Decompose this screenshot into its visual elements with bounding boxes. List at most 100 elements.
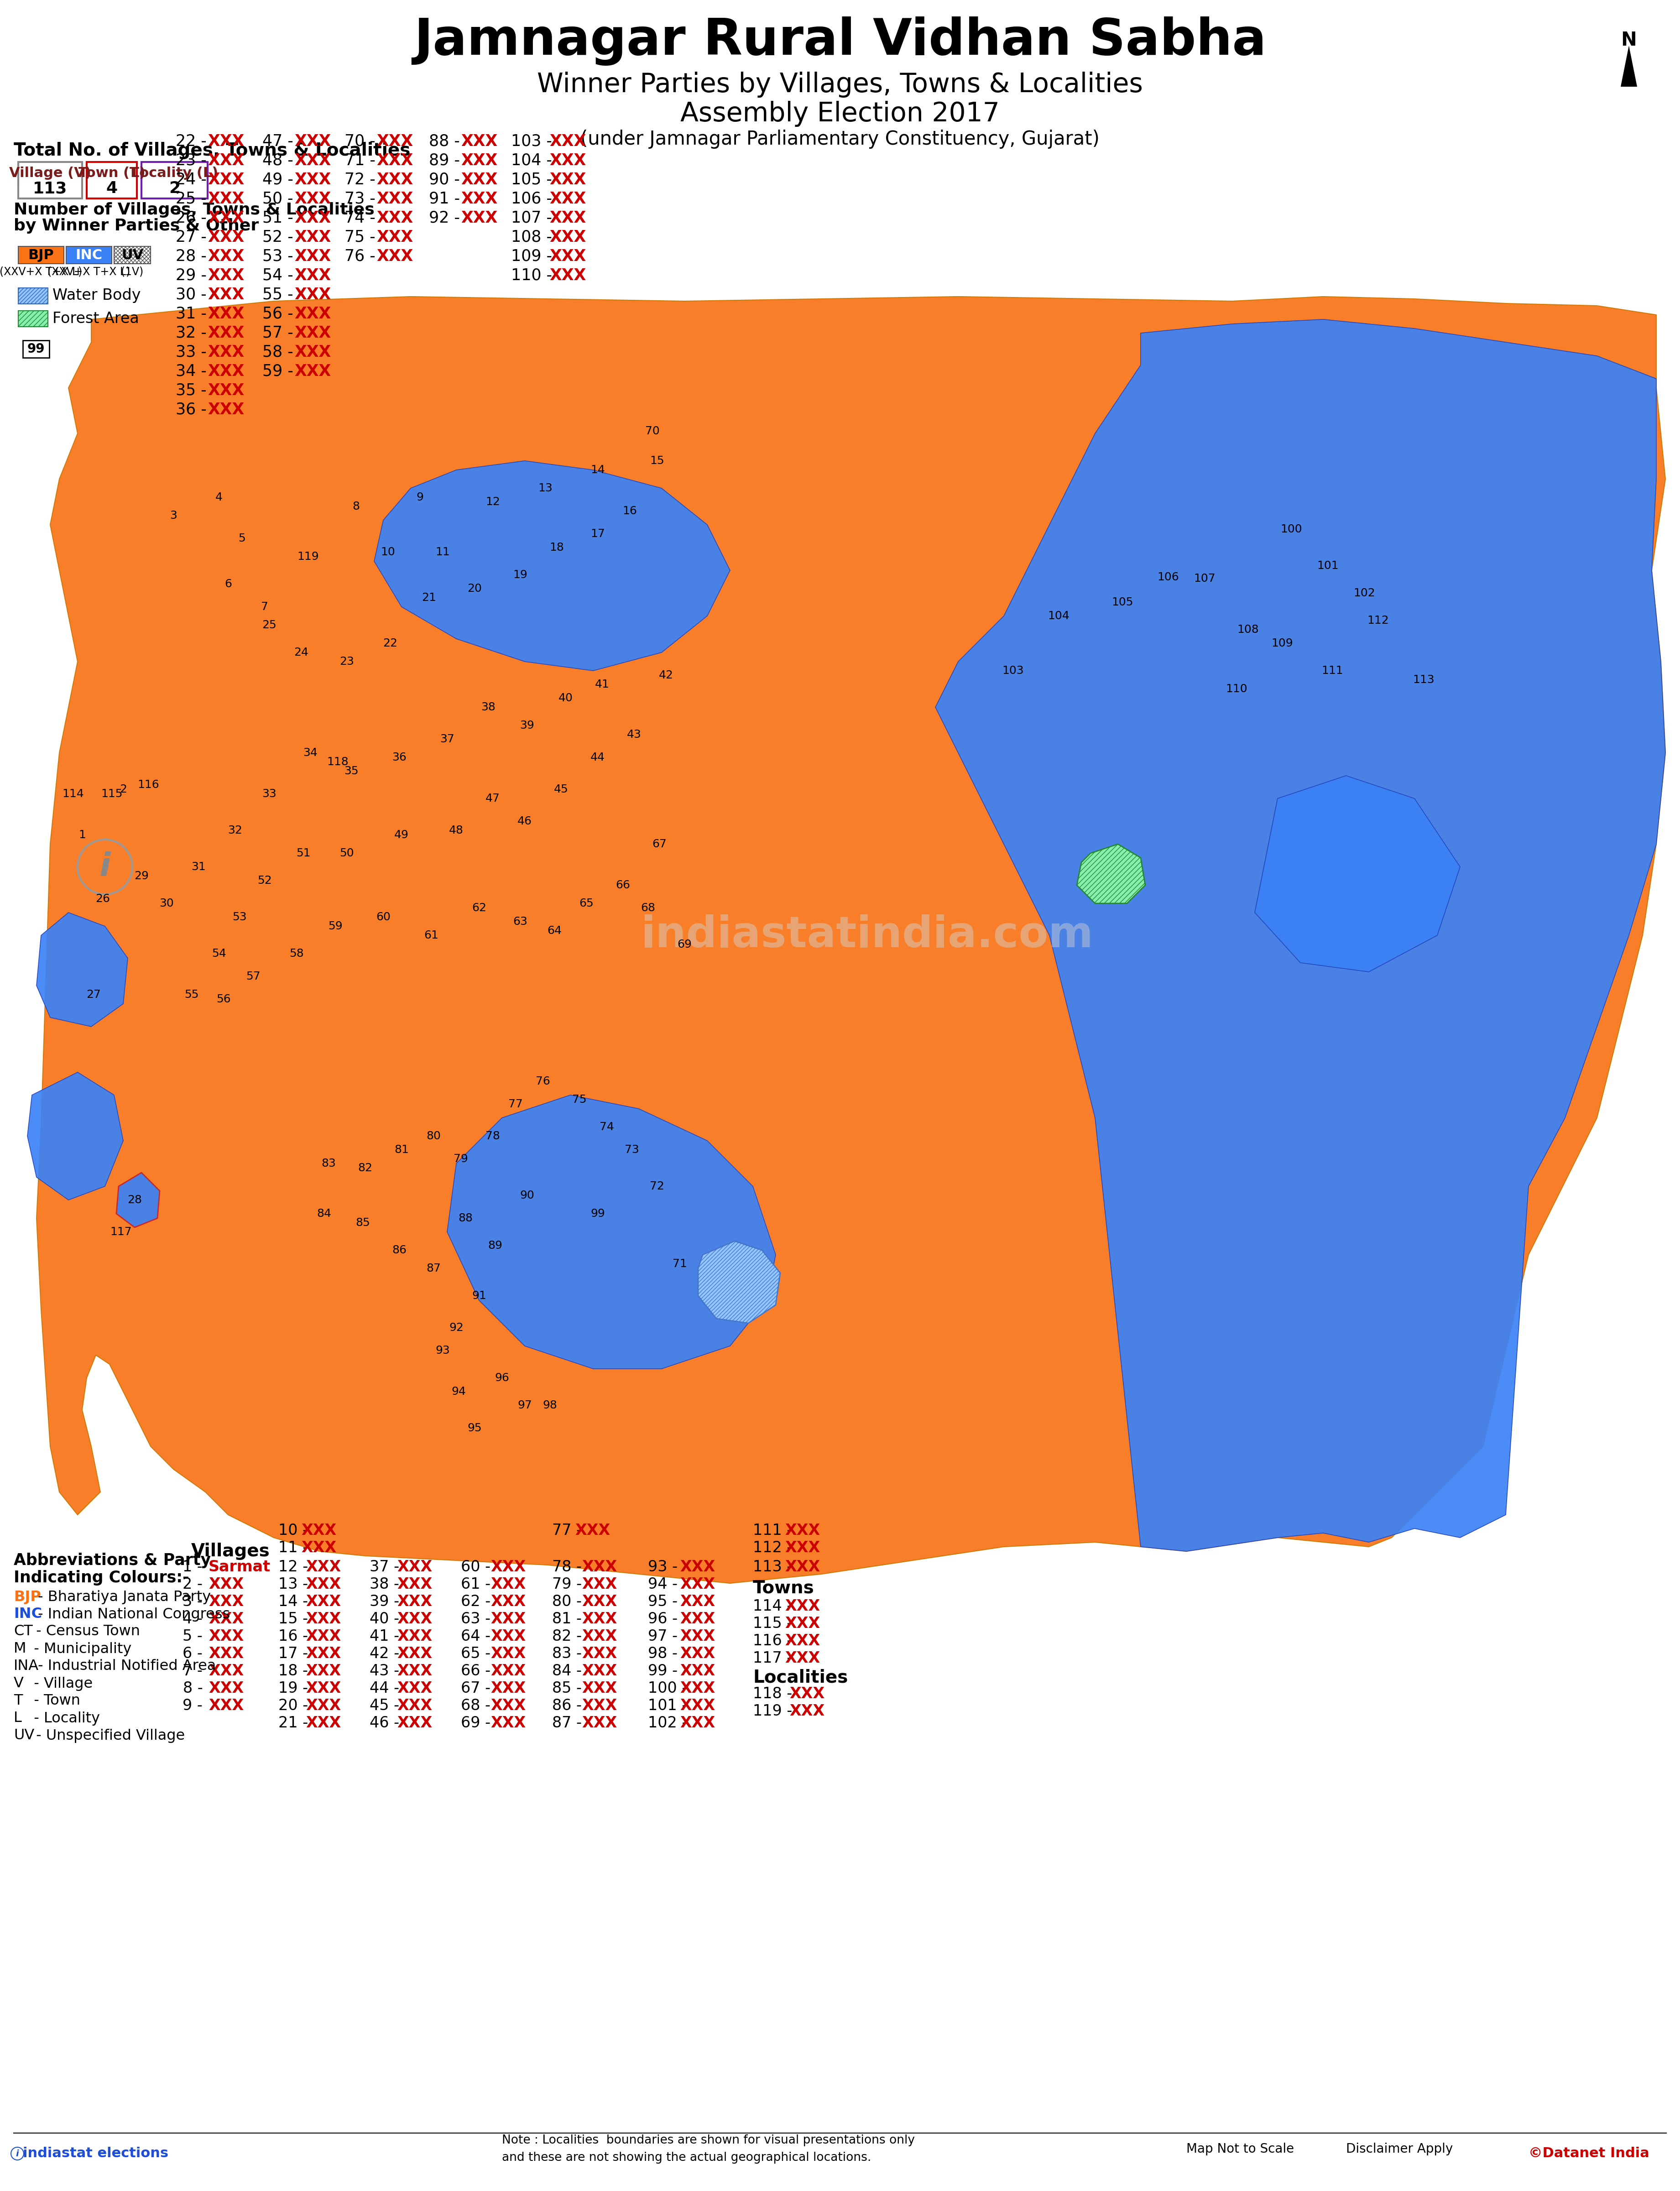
Text: 55: 55 <box>185 988 198 999</box>
Text: XXX: XXX <box>208 383 244 399</box>
Text: BJP: BJP <box>29 248 54 261</box>
Text: 4: 4 <box>215 491 223 502</box>
Text: XXX: XXX <box>294 248 331 265</box>
Text: XXX: XXX <box>680 1578 716 1593</box>
Text: XXX: XXX <box>306 1613 341 1628</box>
Text: INC: INC <box>13 1608 42 1621</box>
Text: XXX: XXX <box>208 1698 244 1713</box>
Text: 95: 95 <box>467 1422 482 1433</box>
Text: 64: 64 <box>548 925 561 936</box>
Text: Note : Localities  boundaries are shown for visual presentations only
and these : Note : Localities boundaries are shown f… <box>502 2134 916 2165</box>
Text: 97: 97 <box>517 1400 533 1411</box>
Text: XXX: XXX <box>460 173 497 188</box>
Text: Abbreviations & Party: Abbreviations & Party <box>13 1553 212 1569</box>
Text: 2 -: 2 - <box>183 1578 208 1593</box>
Text: XXX: XXX <box>301 1540 336 1556</box>
Text: 76: 76 <box>536 1076 551 1087</box>
Text: XXX: XXX <box>491 1698 526 1713</box>
Text: Villages: Villages <box>192 1542 270 1560</box>
Text: XXX: XXX <box>376 230 413 245</box>
Bar <box>18 287 49 305</box>
Text: XXX: XXX <box>549 153 586 169</box>
Text: 14 -: 14 - <box>279 1595 312 1610</box>
Text: 3: 3 <box>170 511 176 521</box>
Text: 98 -: 98 - <box>648 1645 682 1661</box>
Text: 29: 29 <box>134 870 150 881</box>
Text: XXX: XXX <box>396 1578 432 1593</box>
Text: XXX: XXX <box>491 1595 526 1610</box>
Text: XXX: XXX <box>680 1663 716 1678</box>
Text: XXX: XXX <box>460 191 497 206</box>
Text: 20: 20 <box>467 583 482 594</box>
Text: 22: 22 <box>383 638 398 649</box>
Text: Indicating Colours:-: Indicating Colours:- <box>13 1571 190 1586</box>
Text: XXX: XXX <box>785 1650 820 1665</box>
Text: 115: 115 <box>101 789 123 800</box>
Polygon shape <box>27 1071 123 1201</box>
Text: XXX: XXX <box>306 1595 341 1610</box>
Polygon shape <box>1255 776 1460 973</box>
Text: - Bharatiya Janata Party: - Bharatiya Janata Party <box>34 1591 212 1604</box>
Text: indiastatindia.com: indiastatindia.com <box>640 914 1094 955</box>
Text: 117 -: 117 - <box>753 1650 796 1665</box>
Text: 19: 19 <box>512 570 528 581</box>
Text: 48 -: 48 - <box>262 153 299 169</box>
Text: 113: 113 <box>34 180 67 197</box>
Text: XXX: XXX <box>294 134 331 149</box>
Text: T: T <box>13 1694 22 1709</box>
Text: 45 -: 45 - <box>370 1698 405 1713</box>
Text: 90 -: 90 - <box>428 173 465 188</box>
Polygon shape <box>37 911 128 1028</box>
Text: 106: 106 <box>1158 572 1179 583</box>
Text: 44: 44 <box>590 752 605 762</box>
Text: XXX: XXX <box>208 401 244 418</box>
Text: XXX: XXX <box>208 173 244 188</box>
Polygon shape <box>1077 844 1146 903</box>
Text: 1: 1 <box>79 830 86 841</box>
Text: XXX: XXX <box>785 1540 820 1556</box>
Text: 9 -: 9 - <box>183 1698 208 1713</box>
Text: XXX: XXX <box>306 1716 341 1731</box>
Text: 96: 96 <box>494 1372 509 1383</box>
Text: 86: 86 <box>391 1244 407 1255</box>
Text: 110: 110 <box>1226 684 1247 695</box>
Text: XXX: XXX <box>790 1702 825 1718</box>
Text: 50 -: 50 - <box>262 191 299 206</box>
Text: XXX: XXX <box>396 1595 432 1610</box>
Text: 42 -: 42 - <box>370 1645 405 1661</box>
Text: 44 -: 44 - <box>370 1680 405 1696</box>
Text: N: N <box>1621 31 1636 50</box>
Text: XXX: XXX <box>785 1632 820 1648</box>
Text: 54 -: 54 - <box>262 267 299 283</box>
Text: 21 -: 21 - <box>279 1716 312 1731</box>
Text: XXX: XXX <box>376 210 413 226</box>
Text: 83 -: 83 - <box>553 1645 586 1661</box>
Text: 88 -: 88 - <box>428 134 465 149</box>
Text: XXX: XXX <box>376 191 413 206</box>
Polygon shape <box>699 1240 780 1323</box>
Text: V: V <box>13 1676 24 1691</box>
Text: 88: 88 <box>459 1214 472 1225</box>
Text: 47: 47 <box>486 793 501 804</box>
Text: XXX: XXX <box>680 1698 716 1713</box>
Text: XXX: XXX <box>396 1613 432 1628</box>
Text: 25: 25 <box>262 620 277 631</box>
Text: 7: 7 <box>260 600 269 611</box>
Text: 74: 74 <box>600 1122 615 1133</box>
Text: 65: 65 <box>580 898 593 909</box>
Text: 62 -: 62 - <box>460 1595 496 1610</box>
Text: 116 -: 116 - <box>753 1632 796 1648</box>
Text: 40: 40 <box>558 692 573 703</box>
Text: 52 -: 52 - <box>262 230 299 245</box>
Text: by Winner Parties & Other: by Winner Parties & Other <box>13 219 259 234</box>
Text: XXX: XXX <box>301 1523 336 1538</box>
Text: 114 -: 114 - <box>753 1599 796 1613</box>
Text: 69: 69 <box>677 940 692 951</box>
Text: 119 -: 119 - <box>753 1702 796 1718</box>
Text: XXX: XXX <box>680 1680 716 1696</box>
Text: XXX: XXX <box>376 248 413 265</box>
Text: XXX: XXX <box>581 1560 617 1575</box>
Text: 77: 77 <box>509 1098 522 1109</box>
Text: XXX: XXX <box>680 1595 716 1610</box>
Text: 38 -: 38 - <box>370 1578 405 1593</box>
